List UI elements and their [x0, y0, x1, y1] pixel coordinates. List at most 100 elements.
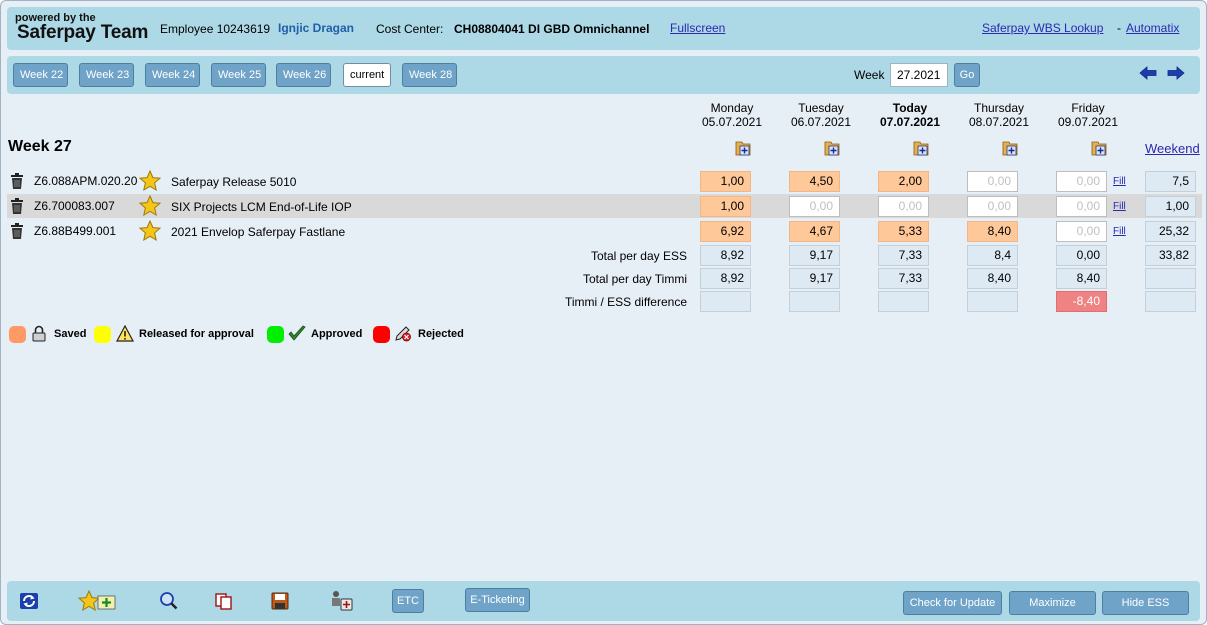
weekend-link[interactable]: Weekend	[1145, 141, 1200, 156]
difference-label: Timmi / ESS difference	[564, 295, 687, 309]
add-entry-icon[interactable]	[824, 141, 840, 156]
difference-cell	[967, 291, 1018, 312]
week-28-button[interactable]: Week 28	[402, 63, 457, 87]
total-ess-cell: 8,4	[967, 245, 1018, 266]
logo-title: Saferpay Team	[17, 22, 149, 43]
trash-icon[interactable]	[10, 198, 24, 214]
hours-input[interactable]: 0,00	[789, 196, 840, 217]
wbs-lookup-link[interactable]: Saferpay WBS Lookup	[982, 21, 1104, 35]
hours-input[interactable]: 0,00	[1056, 221, 1107, 242]
header-bar: powered by the Saferpay Team Employee 10…	[7, 7, 1200, 50]
total-ess-label: Total per day ESS	[590, 249, 687, 263]
project-row: Z6.88B499.001 2021 Envelop Saferpay Fast…	[7, 219, 1202, 243]
total-timmi-cell: 8,92	[700, 268, 751, 289]
add-entry-icon[interactable]	[1002, 141, 1018, 156]
day-header-monday: Monday 05.07.2021	[687, 101, 777, 129]
week-25-button[interactable]: Week 25	[211, 63, 266, 87]
total-timmi-cell: 8,40	[1056, 268, 1107, 289]
legend-released-label: Released for approval	[139, 328, 254, 340]
favorite-star-icon[interactable]	[139, 195, 161, 217]
total-ess-weekend-cell: 33,82	[1145, 245, 1196, 266]
fill-link[interactable]: Fill	[1113, 201, 1126, 212]
project-code: Z6.88B499.001	[34, 224, 117, 238]
maximize-button[interactable]: Maximize	[1009, 591, 1096, 615]
project-code: Z6.088APM.020.20	[34, 174, 138, 188]
day-name: Friday	[1071, 101, 1105, 115]
add-entry-icon[interactable]	[1091, 141, 1107, 156]
week-23-button[interactable]: Week 23	[79, 63, 134, 87]
logo-tagline: powered by the	[15, 12, 96, 24]
day-header-friday: Friday 09.07.2021	[1043, 101, 1133, 129]
legend-rejected-label: Rejected	[418, 328, 464, 340]
hours-cell: 4,50	[789, 171, 840, 192]
day-header-thursday: Thursday 08.07.2021	[954, 101, 1044, 129]
hours-cell: 5,33	[878, 221, 929, 242]
approved-color-swatch	[267, 326, 284, 343]
team-settings-icon[interactable]	[330, 590, 354, 612]
total-ess-cell: 8,92	[700, 245, 751, 266]
weekend-cell: 1,00	[1145, 196, 1196, 217]
day-header-tuesday: Tuesday 06.07.2021	[776, 101, 866, 129]
total-timmi-label: Total per day Timmi	[582, 272, 687, 286]
day-name: Thursday	[973, 101, 1025, 115]
hours-cell: 2,00	[878, 171, 929, 192]
day-date: 06.07.2021	[790, 115, 852, 129]
automatix-link[interactable]: Automatix	[1126, 21, 1180, 35]
week-input[interactable]: 27.2021	[890, 63, 948, 87]
hours-input[interactable]: 0,00	[878, 196, 929, 217]
fullscreen-link[interactable]: Fullscreen	[670, 21, 726, 35]
hours-input[interactable]: 0,00	[967, 171, 1018, 192]
project-row: Z6.700083.007 SIX Projects LCM End-of-Li…	[7, 194, 1202, 218]
fill-link[interactable]: Fill	[1113, 226, 1126, 237]
day-date: 08.07.2021	[968, 115, 1030, 129]
legend-saved-label: Saved	[54, 328, 87, 340]
released-color-swatch	[94, 326, 111, 343]
add-favorite-icon[interactable]	[78, 590, 118, 612]
trash-icon[interactable]	[10, 173, 24, 189]
total-ess-cell: 7,33	[878, 245, 929, 266]
day-name: Monday	[710, 101, 754, 115]
favorite-star-icon[interactable]	[139, 170, 161, 192]
favorite-star-icon[interactable]	[139, 220, 161, 242]
refresh-icon[interactable]	[19, 592, 39, 610]
current-week-button[interactable]: current	[343, 63, 391, 87]
etc-button[interactable]: ETC	[392, 589, 424, 613]
total-timmi-cell: 9,17	[789, 268, 840, 289]
search-icon[interactable]	[159, 591, 178, 610]
check-for-update-button[interactable]: Check for Update	[903, 591, 1002, 615]
day-date: 05.07.2021	[701, 115, 763, 129]
hours-cell: 6,92	[700, 221, 751, 242]
trash-icon[interactable]	[10, 223, 24, 239]
weekend-cell: 7,5	[1145, 171, 1196, 192]
go-button[interactable]: Go	[954, 63, 980, 87]
hours-input[interactable]: 0,00	[967, 196, 1018, 217]
hours-input[interactable]: 0,00	[1056, 171, 1107, 192]
next-week-arrow-icon[interactable]	[1167, 65, 1185, 81]
project-code: Z6.700083.007	[34, 199, 115, 213]
e-ticketing-button[interactable]: E-Ticketing	[465, 588, 530, 612]
cost-center-label: Cost Center:	[376, 22, 444, 36]
header-separator: -	[1117, 21, 1121, 35]
hours-input[interactable]: 0,00	[1056, 196, 1107, 217]
week-26-button[interactable]: Week 26	[276, 63, 331, 87]
hours-cell: 4,67	[789, 221, 840, 242]
employee-label: Employee 10243619	[160, 22, 271, 36]
cost-center-value: CH08804041 DI GBD Omnichannel	[454, 22, 650, 36]
save-icon[interactable]	[271, 592, 289, 610]
add-entry-icon[interactable]	[913, 141, 929, 156]
day-header-today: Today 07.07.2021	[865, 101, 955, 129]
hide-ess-button[interactable]: Hide ESS	[1102, 591, 1189, 615]
week-label: Week	[854, 68, 885, 82]
hours-cell: 1,00	[700, 171, 751, 192]
week-24-button[interactable]: Week 24	[145, 63, 200, 87]
prev-week-arrow-icon[interactable]	[1139, 65, 1157, 81]
add-entry-icon[interactable]	[735, 141, 751, 156]
weekend-cell: 25,32	[1145, 221, 1196, 242]
hours-cell: 1,00	[700, 196, 751, 217]
copy-icon[interactable]	[215, 592, 233, 610]
fill-link[interactable]: Fill	[1113, 176, 1126, 187]
rejected-color-swatch	[373, 326, 390, 343]
employee-name: Ignjic Dragan	[278, 21, 355, 35]
week-22-button[interactable]: Week 22	[13, 63, 68, 87]
